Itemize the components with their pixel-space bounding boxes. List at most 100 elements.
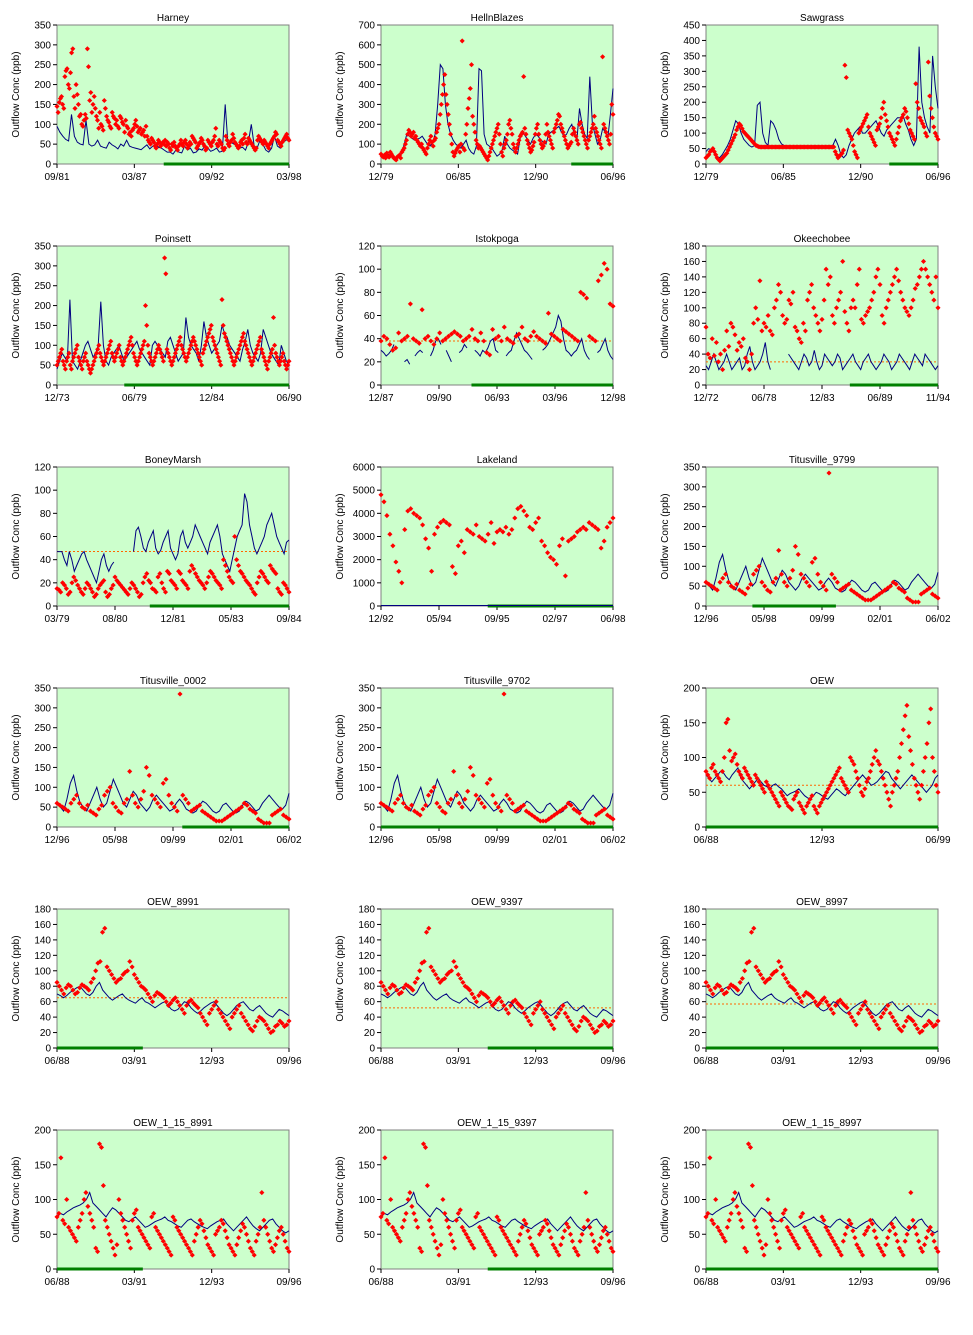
observed-point	[71, 93, 77, 100]
observed-point	[714, 772, 720, 778]
observed-point	[129, 1217, 135, 1223]
observed-point	[225, 1022, 231, 1028]
observed-point	[718, 1231, 725, 1237]
observed-point	[193, 1231, 199, 1237]
y-tick-label: 50	[689, 144, 701, 155]
observed-point	[535, 1252, 541, 1258]
observed-point	[162, 1242, 168, 1248]
observed-point	[466, 333, 472, 339]
observed-point	[883, 1242, 889, 1248]
y-tick-label: 140	[683, 272, 700, 283]
observed-point	[153, 589, 159, 595]
observed-point	[242, 131, 248, 137]
observed-point	[120, 121, 126, 127]
observed-point	[746, 958, 752, 965]
observed-point	[105, 346, 111, 352]
model-series-line	[705, 342, 939, 371]
observed-point	[73, 1238, 79, 1244]
y-tick-label: 350	[358, 684, 375, 695]
y-axis-label: Outflow Conc (ppb)	[660, 1156, 671, 1242]
observed-point	[125, 125, 131, 131]
y-axis-label: Outflow Conc (ppb)	[660, 714, 671, 800]
observed-point	[577, 119, 584, 125]
x-tick-label: 09/81	[44, 172, 69, 183]
observed-point	[73, 82, 79, 88]
observed-point	[594, 1249, 601, 1255]
y-tick-label: 150	[683, 718, 700, 729]
y-axis-label: Outflow Conc (ppb)	[11, 272, 22, 358]
model-series-line	[380, 1191, 614, 1234]
observed-point	[205, 574, 212, 580]
observed-point	[921, 1242, 928, 1248]
observed-point	[183, 358, 189, 364]
y-tick-label: 0	[369, 381, 375, 392]
observed-point	[537, 818, 543, 824]
observed-point	[187, 1249, 193, 1255]
observed-point	[218, 1217, 224, 1223]
observed-point	[236, 1235, 242, 1241]
y-axis-label: Outflow Conc (ppb)	[11, 714, 22, 800]
y-axis-label: Outflow Conc (ppb)	[11, 935, 22, 1021]
observed-point	[89, 1217, 95, 1223]
x-tick-label: 12/93	[523, 1056, 548, 1067]
observed-point	[134, 589, 141, 595]
chart-svg: BoneyMarsh 0 20 40 60 80 100 120 Outflow Conc (p…	[11, 455, 302, 625]
x-tick-label: 06/88	[368, 1277, 393, 1288]
y-tick-label: 100	[683, 303, 700, 314]
chart-panel: Harney 0 50 100 150 200 250 300 350 Outflow Conc …	[9, 9, 333, 230]
x-tick-label: 09/99	[809, 614, 834, 625]
observed-point	[891, 274, 898, 280]
y-tick-label: 100	[34, 120, 51, 131]
y-axis-label: Outflow Conc (ppb)	[11, 493, 22, 579]
observed-point	[484, 1238, 490, 1244]
observed-point	[435, 975, 441, 982]
model-series-line	[57, 493, 290, 585]
observed-point	[744, 359, 750, 365]
observed-point	[458, 975, 464, 982]
observed-point	[164, 346, 170, 352]
observed-point	[69, 358, 76, 364]
observed-point	[542, 139, 548, 145]
observed-point	[75, 354, 82, 360]
observed-point	[554, 1249, 560, 1255]
observed-point	[172, 350, 178, 356]
observed-point	[508, 1002, 514, 1009]
observed-point	[540, 818, 546, 824]
observed-point	[467, 529, 473, 535]
observed-point	[862, 597, 868, 603]
observed-point	[80, 358, 86, 364]
observed-point	[773, 1231, 779, 1237]
observed-point	[172, 1217, 178, 1223]
observed-point	[892, 1231, 899, 1237]
observed-point	[230, 580, 236, 586]
observed-point	[426, 1217, 432, 1223]
observed-point	[567, 1231, 574, 1237]
observed-point	[584, 145, 591, 151]
observed-point	[481, 338, 487, 344]
y-tick-label: 60	[689, 997, 701, 1008]
observed-point	[382, 1155, 388, 1161]
y-tick-label: 80	[364, 982, 376, 993]
observed-point	[109, 972, 115, 978]
x-tick-label: 02/01	[867, 614, 892, 625]
observed-point	[519, 1005, 525, 1011]
observed-point	[914, 1231, 920, 1237]
observed-point	[249, 1249, 255, 1255]
observed-point	[231, 135, 237, 141]
observed-point	[894, 1238, 900, 1244]
observed-point	[238, 1228, 244, 1234]
observed-point	[854, 1242, 860, 1248]
y-tick-label: 0	[45, 602, 51, 613]
observed-point	[245, 1238, 251, 1244]
chart-panel: OEW_8997 0 20 40 60 80 100 120 140 160 180 Outflow …	[658, 893, 973, 1114]
observed-point	[284, 366, 290, 372]
observed-point	[174, 147, 181, 153]
observed-point	[610, 1249, 616, 1255]
observed-point	[59, 346, 65, 352]
x-tick-label: 06/88	[693, 835, 718, 846]
x-tick-label: 09/92	[199, 172, 224, 183]
observed-point	[102, 105, 108, 111]
observed-point	[226, 574, 232, 580]
observed-point	[397, 1238, 403, 1244]
